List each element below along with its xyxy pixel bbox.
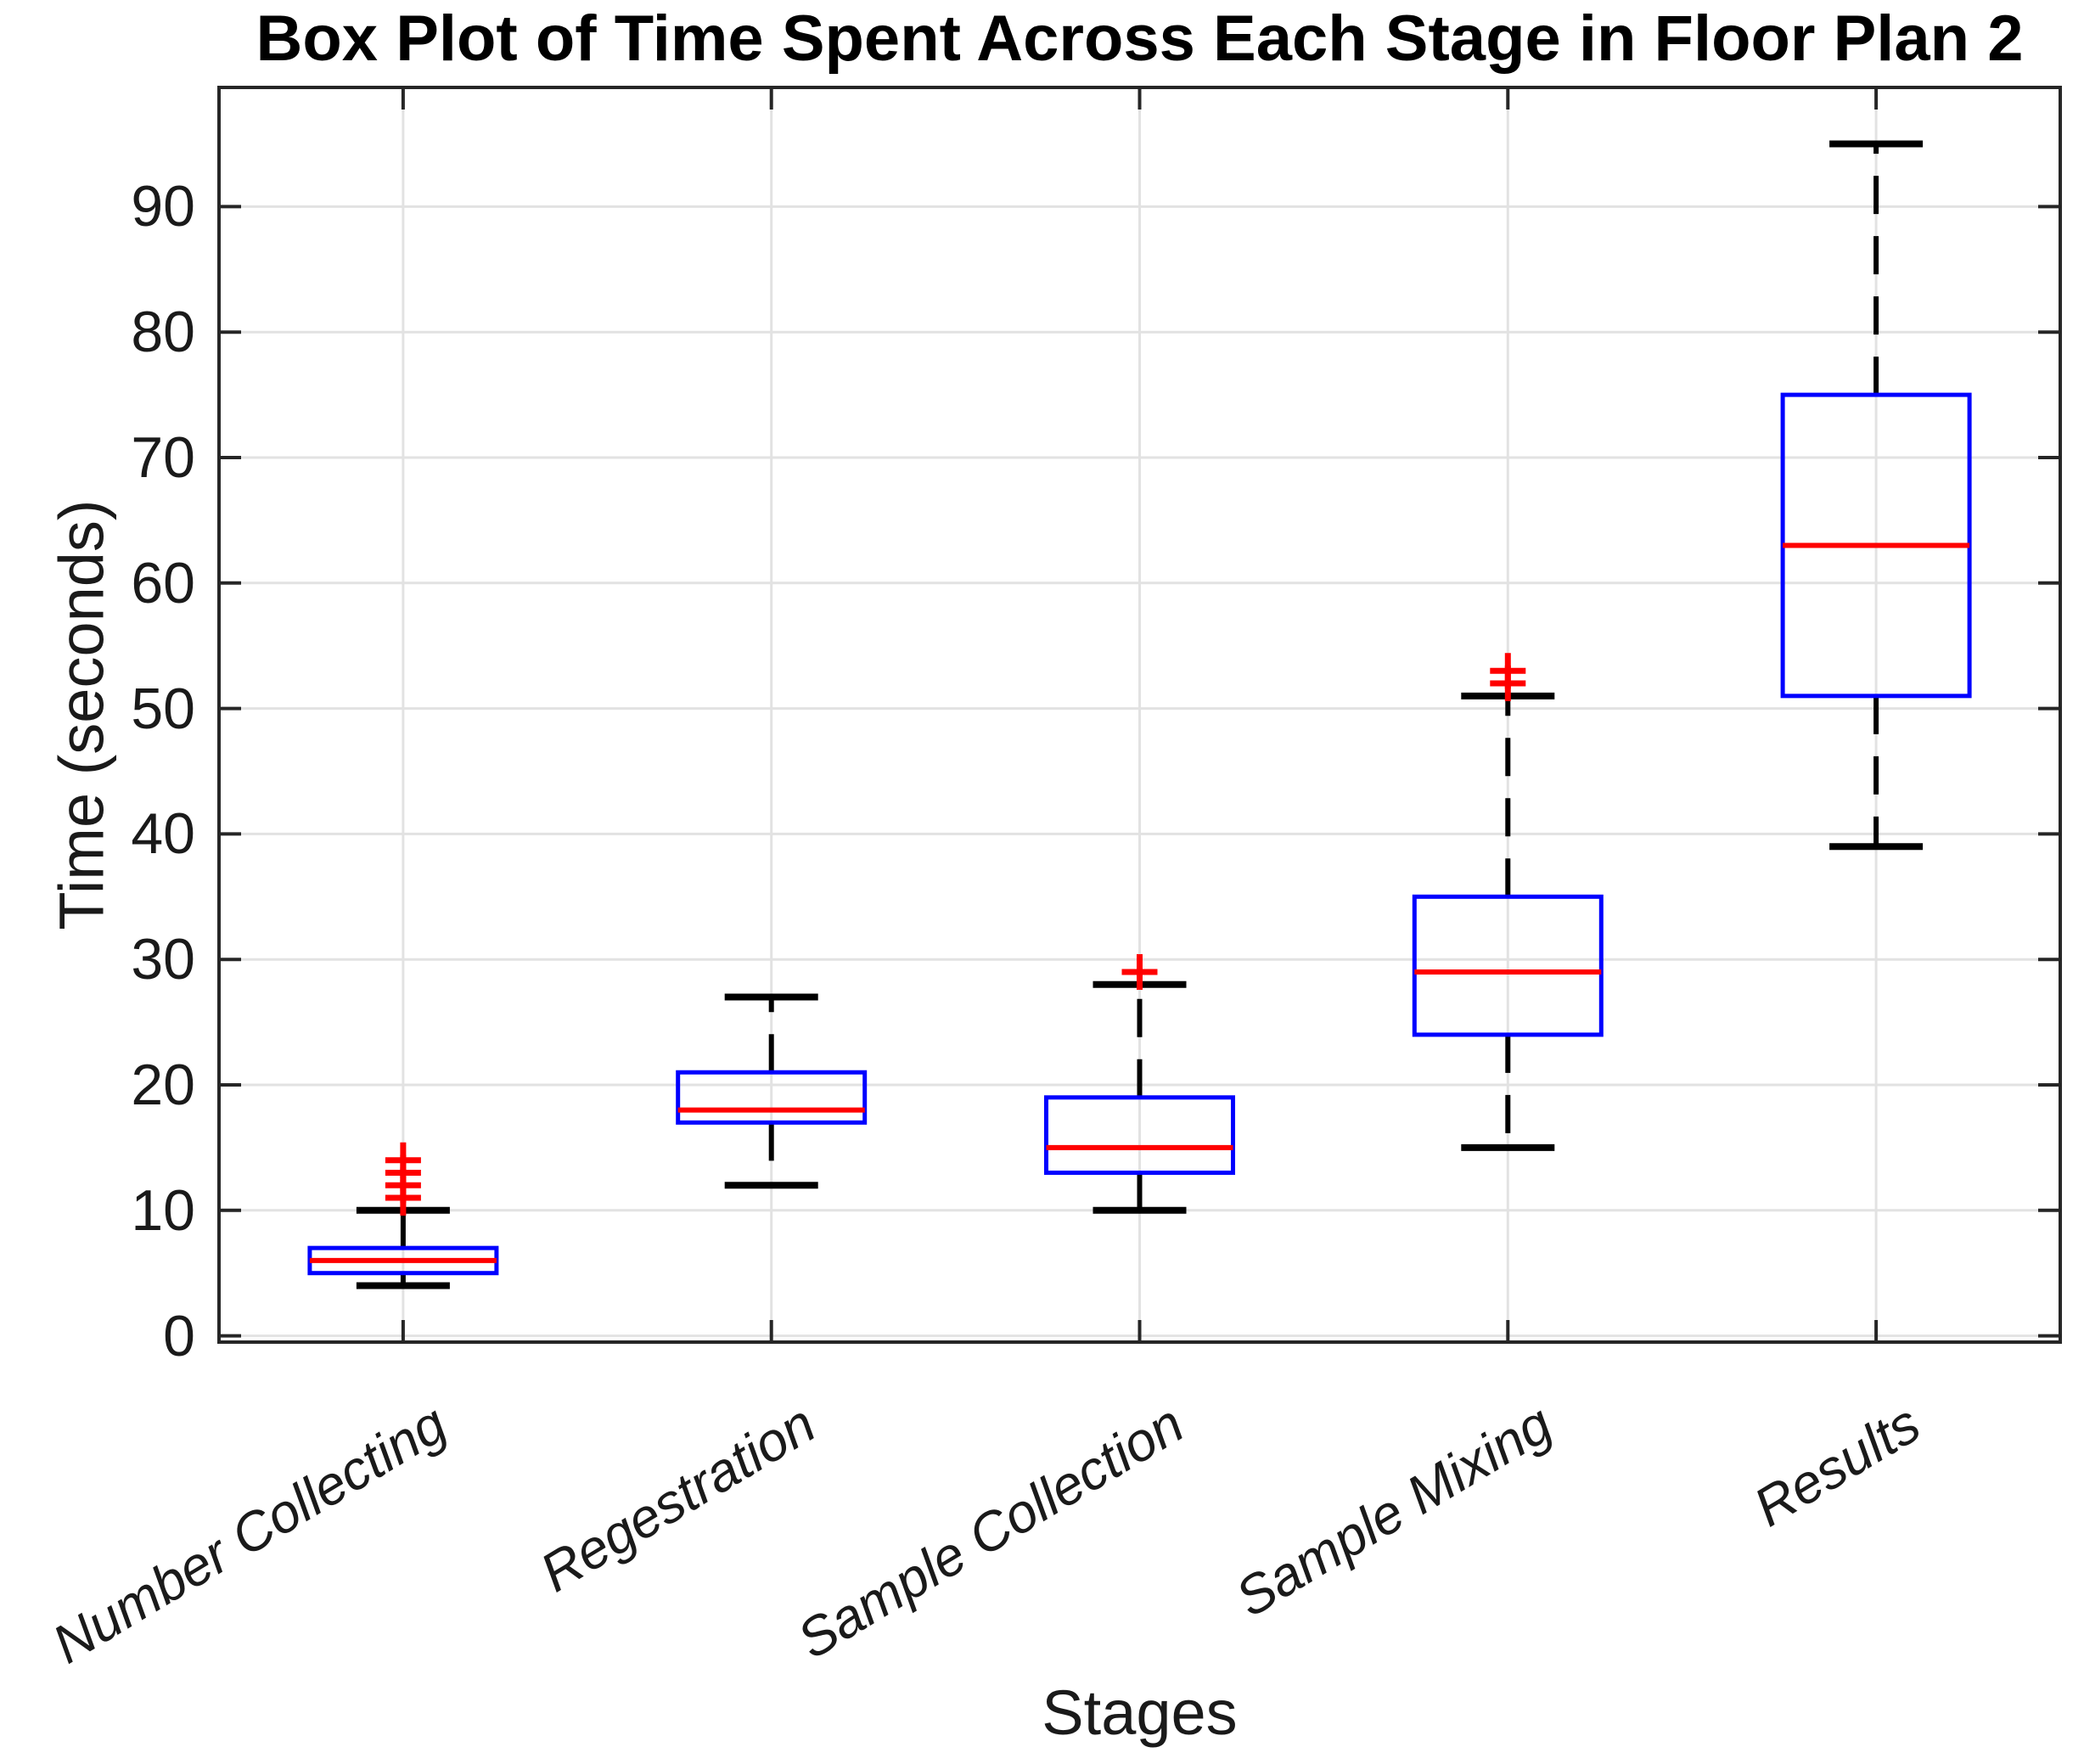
y-tick-label: 0	[163, 1303, 195, 1368]
iqr-box	[676, 1070, 868, 1125]
y-tick-label: 70	[131, 425, 195, 490]
x-axis-label: Stages	[1042, 1677, 1238, 1748]
iqr-box	[1044, 1095, 1235, 1175]
y-tick-label: 40	[131, 801, 195, 867]
y-tick-label: 30	[131, 927, 195, 992]
y-tick-label: 60	[131, 550, 195, 615]
y-tick-label: 50	[131, 676, 195, 741]
y-tick-label: 20	[131, 1053, 195, 1117]
iqr-box	[1412, 894, 1604, 1037]
y-tick-label: 80	[131, 300, 195, 365]
chart-title: Box Plot of Time Spent Across Each Stage…	[256, 3, 2024, 75]
y-tick-label: 10	[131, 1177, 195, 1243]
y-tick-label: 90	[131, 174, 195, 239]
